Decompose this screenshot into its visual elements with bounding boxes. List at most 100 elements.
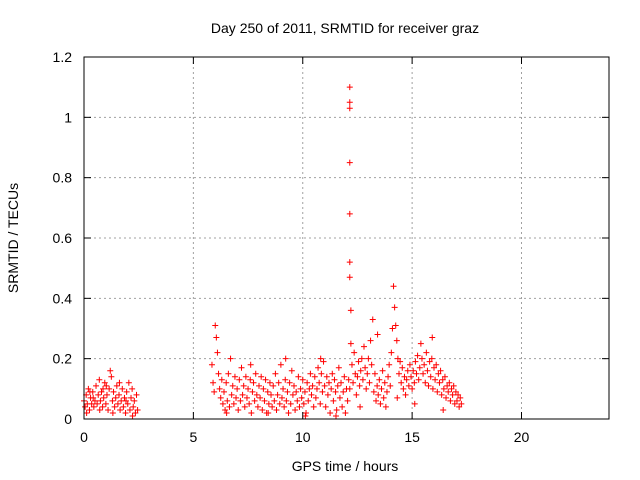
data-point (410, 367, 417, 374)
data-point (368, 361, 375, 368)
data-point (124, 400, 131, 407)
data-point (346, 274, 353, 281)
y-tick-label: 1 (64, 109, 72, 125)
data-point (333, 412, 339, 419)
data-point (351, 349, 358, 356)
data-point (347, 307, 354, 314)
data-point (336, 394, 343, 401)
data-point (376, 376, 383, 383)
data-point (83, 409, 90, 416)
data-point (356, 382, 363, 389)
data-point (350, 379, 357, 386)
data-point (94, 400, 101, 407)
data-point (292, 406, 299, 413)
data-point (417, 340, 424, 347)
data-point (82, 403, 89, 410)
data-point (435, 370, 442, 377)
y-tick-label: 0 (64, 411, 72, 427)
data-point (258, 373, 265, 380)
axis-ticks: 0 0.2 0.4 0.6 0.8 1 1.2 0 5 10 15 20 (53, 49, 609, 445)
data-point (269, 403, 276, 410)
data-point (406, 361, 413, 368)
data-point (246, 400, 253, 407)
data-point (109, 397, 116, 404)
data-point (210, 379, 217, 386)
data-point (394, 394, 401, 401)
data-point (411, 379, 418, 386)
data-point (346, 159, 353, 166)
data-point (366, 379, 373, 386)
data-point (319, 388, 326, 395)
data-point (101, 379, 108, 386)
data-point (335, 364, 342, 371)
data-point (402, 391, 409, 398)
data-point (130, 403, 137, 410)
data-point (241, 403, 248, 410)
data-point (397, 358, 404, 365)
data-point (110, 388, 117, 395)
data-point (90, 394, 97, 401)
data-point (363, 385, 370, 392)
data-point (326, 379, 332, 386)
data-point (432, 376, 439, 383)
data-point (375, 391, 382, 398)
data-point (276, 400, 283, 407)
data-point (411, 400, 418, 407)
data-point (235, 406, 242, 413)
data-point (374, 331, 381, 338)
data-point (289, 391, 296, 398)
data-point (123, 397, 129, 404)
y-tick-label: 0.4 (53, 290, 73, 306)
data-point (355, 358, 362, 365)
data-point (383, 388, 390, 395)
data-point (327, 409, 334, 416)
data-point (302, 412, 309, 419)
data-point (132, 409, 139, 416)
data-point (223, 379, 230, 386)
data-point (439, 376, 446, 383)
data-point (323, 373, 330, 380)
data-point (262, 376, 269, 383)
data-point (388, 349, 395, 356)
data-point (453, 397, 460, 404)
data-point (125, 379, 132, 386)
data-point (222, 406, 229, 413)
data-point (311, 373, 318, 380)
data-point (282, 355, 289, 362)
data-point (451, 400, 458, 407)
data-point (223, 409, 230, 416)
data-point (114, 400, 121, 407)
data-point (109, 409, 116, 416)
data-point (405, 382, 412, 389)
data-point (450, 382, 457, 389)
data-point (251, 397, 258, 404)
data-point (340, 388, 347, 395)
data-point (278, 394, 285, 401)
data-point (400, 385, 407, 392)
data-point (282, 376, 289, 383)
data-point (129, 385, 136, 392)
data-point (414, 352, 421, 359)
data-point (133, 391, 140, 398)
data-point (234, 385, 241, 392)
data-point (317, 400, 324, 407)
data-point (428, 355, 435, 362)
data-point (224, 397, 231, 404)
data-point (265, 409, 272, 416)
data-point (456, 403, 463, 410)
data-point (129, 412, 136, 419)
data-point (134, 406, 141, 413)
x-tick-label: 15 (404, 429, 420, 445)
data-point (227, 355, 234, 362)
data-point (387, 382, 394, 389)
data-point (96, 376, 103, 383)
data-point (117, 406, 124, 413)
data-point (408, 373, 415, 380)
x-tick-label: 0 (80, 429, 88, 445)
data-point (218, 376, 225, 383)
data-point (364, 370, 371, 377)
data-point (448, 385, 455, 392)
data-point (420, 370, 427, 377)
data-point (247, 361, 254, 368)
